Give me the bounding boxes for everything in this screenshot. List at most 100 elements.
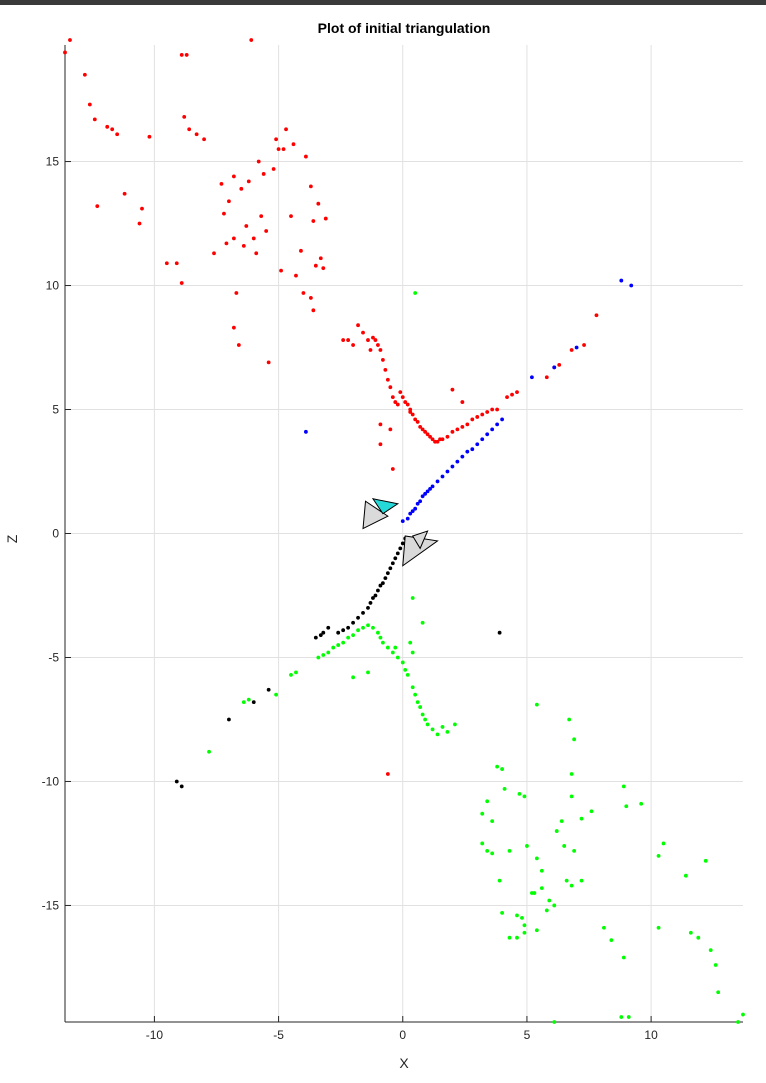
data-point: [313, 635, 318, 640]
data-point: [390, 395, 395, 400]
data-point: [231, 236, 236, 241]
data-point: [517, 791, 522, 796]
chart-container: -10 -5 0 5 10 -15 -10 -5 0 5 10 15 Plot of initial …: [0, 5, 766, 1078]
y-tick-label: 5: [52, 403, 59, 417]
data-point: [321, 653, 326, 657]
data-point: [376, 343, 380, 347]
data-point: [373, 593, 378, 598]
data-point: [450, 387, 455, 392]
series-3: [207, 291, 745, 1024]
data-point: [400, 519, 405, 524]
series-1: [304, 278, 634, 524]
data-point: [378, 583, 383, 588]
data-point: [428, 486, 432, 491]
data-point: [403, 667, 408, 672]
data-point: [425, 489, 430, 494]
data-point: [385, 377, 390, 382]
data-point: [184, 53, 189, 57]
data-point: [410, 650, 415, 655]
data-point: [413, 291, 418, 295]
data-point: [405, 672, 410, 677]
data-point: [579, 878, 584, 883]
data-point: [398, 390, 403, 395]
data-point: [356, 323, 360, 328]
data-point: [410, 685, 415, 690]
data-point: [569, 772, 574, 776]
data-point: [341, 640, 346, 645]
data-point: [249, 38, 254, 42]
data-point: [510, 392, 514, 397]
data-point: [356, 615, 360, 620]
data-point: [485, 410, 490, 414]
data-point: [371, 596, 375, 600]
y-tick-label: 0: [52, 527, 59, 541]
data-point: [525, 844, 529, 848]
data-point: [261, 172, 266, 176]
data-point: [522, 794, 527, 799]
data-point: [629, 283, 634, 288]
data-point: [569, 794, 574, 799]
data-point: [366, 605, 370, 610]
data-point: [182, 115, 187, 119]
data-point: [207, 749, 211, 754]
data-point: [395, 551, 400, 556]
data-point: [256, 159, 261, 164]
data-point: [500, 417, 504, 422]
data-point: [326, 625, 331, 630]
data-point: [400, 541, 405, 546]
data-point: [388, 566, 393, 571]
x-tick-label: 5: [524, 1028, 531, 1042]
data-point: [231, 325, 236, 330]
data-point: [554, 829, 559, 833]
series-0: [63, 38, 599, 776]
data-point: [408, 511, 413, 516]
data-point: [346, 625, 351, 630]
data-point: [400, 660, 405, 665]
data-point: [289, 214, 293, 218]
data-point: [366, 623, 370, 628]
axes: [64, 45, 743, 1023]
data-point: [254, 251, 259, 256]
data-point: [321, 630, 326, 635]
data-point: [420, 620, 425, 625]
data-point: [460, 424, 465, 429]
data-point: [336, 630, 341, 635]
chart-title: Plot of initial triangulation: [318, 20, 491, 36]
data-point: [194, 132, 199, 137]
data-point: [621, 784, 626, 789]
data-point: [390, 650, 395, 655]
data-point: [420, 494, 425, 499]
data-point: [656, 925, 661, 930]
series-2: [174, 536, 502, 789]
data-point: [323, 216, 328, 221]
data-point: [602, 925, 606, 930]
data-point: [557, 362, 562, 367]
data-point: [621, 955, 626, 960]
data-point: [534, 856, 539, 861]
data-point: [63, 50, 67, 55]
data-point: [495, 422, 500, 427]
data-point: [326, 650, 331, 655]
data-point: [453, 722, 457, 727]
data-point: [445, 434, 450, 439]
data-point: [544, 908, 549, 913]
data-point: [378, 348, 383, 352]
data-point: [304, 154, 308, 159]
data-point: [105, 124, 110, 129]
data-point: [500, 767, 504, 771]
data-point: [736, 1020, 740, 1024]
data-point: [246, 179, 251, 184]
x-axis-label: X: [399, 1055, 409, 1071]
data-point: [227, 717, 231, 722]
data-point: [390, 467, 395, 471]
data-point: [395, 655, 400, 660]
data-point: [490, 851, 495, 856]
data-point: [361, 330, 365, 335]
data-point: [507, 935, 512, 940]
data-point: [713, 963, 718, 967]
data-point: [266, 360, 271, 365]
data-point: [507, 849, 512, 853]
data-point: [515, 935, 519, 940]
data-point: [311, 308, 316, 313]
data-point: [485, 432, 490, 437]
